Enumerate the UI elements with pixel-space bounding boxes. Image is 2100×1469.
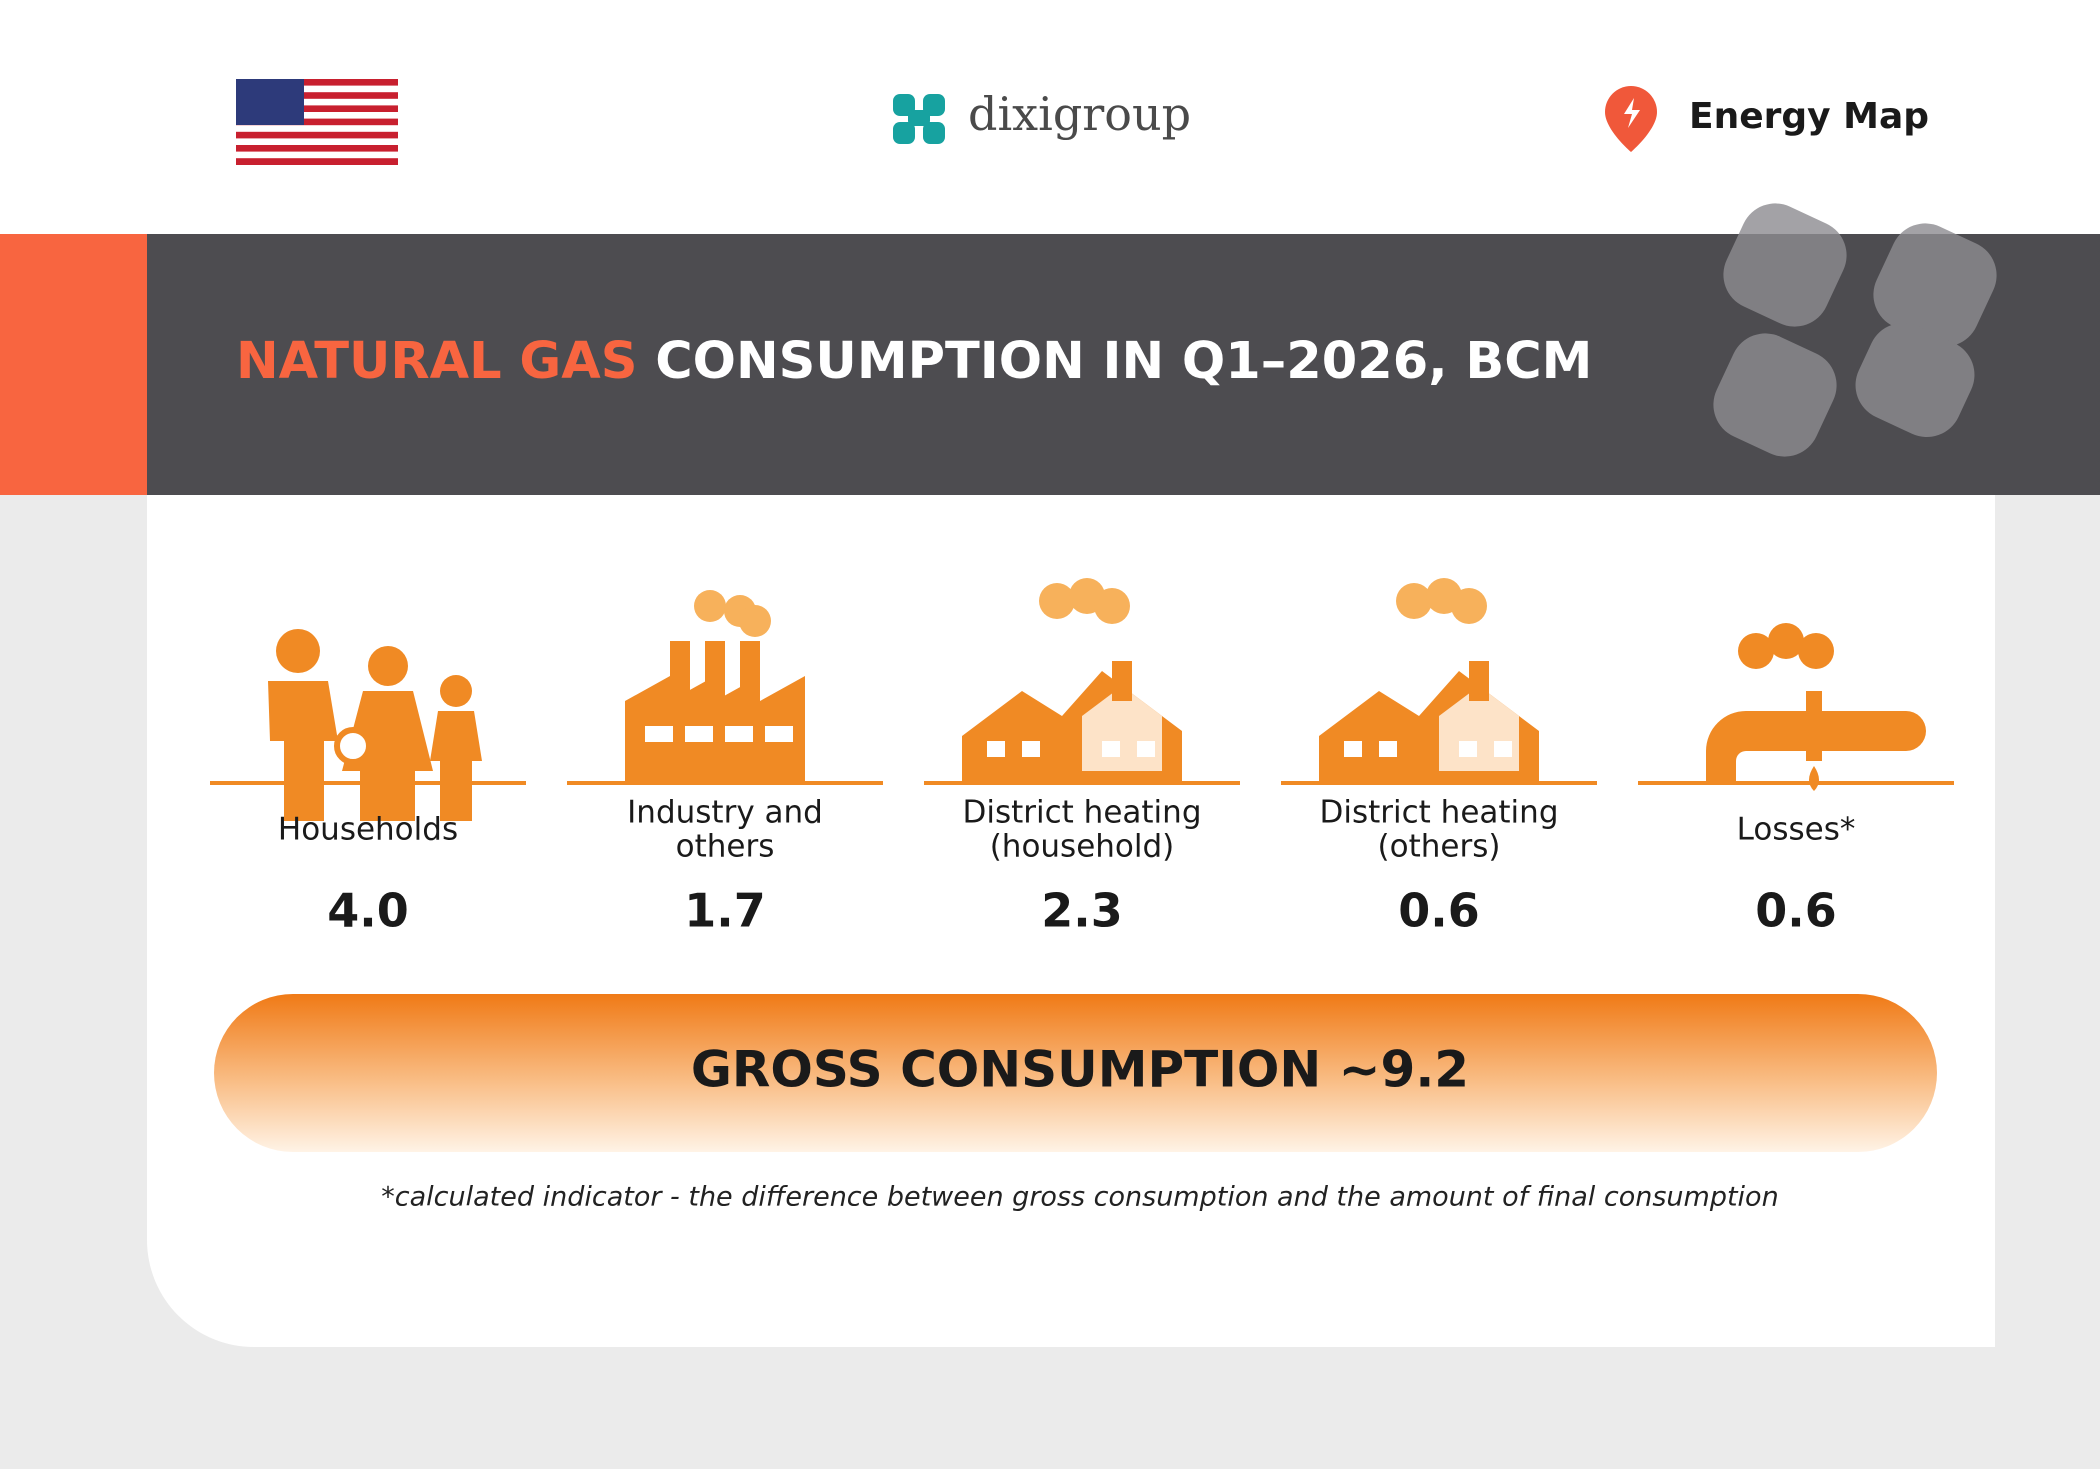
icon-part: [368, 646, 408, 686]
category-label: others: [676, 829, 775, 865]
category-label: Losses*: [1737, 812, 1856, 848]
icon-part: [1137, 741, 1155, 757]
icon-part: [1738, 633, 1774, 669]
icon-part: [1494, 741, 1512, 757]
icon-part: [1022, 741, 1040, 757]
title-rest: CONSUMPTION IN Q1–2026, BCM: [655, 332, 1592, 391]
icon-part: [1768, 623, 1804, 659]
footnote: *calculated indicator - the difference b…: [381, 1182, 1778, 1213]
icon-part: [765, 726, 793, 742]
icon-part: [1469, 661, 1489, 701]
icon-part: [987, 741, 1005, 757]
category-label: Industry and: [627, 795, 823, 831]
total-pill: [214, 994, 1937, 1152]
icon-part: [342, 691, 433, 821]
category-value: 0.6: [1398, 884, 1480, 938]
icon: [268, 629, 482, 821]
icon-part: [1451, 588, 1487, 624]
category-value: 2.3: [1041, 884, 1123, 938]
category-label: District heating: [1319, 795, 1558, 831]
title: NATURAL GAS CONSUMPTION IN Q1–2026, BCM: [236, 332, 1592, 391]
icon-part: [1094, 588, 1130, 624]
icon-part: [1806, 691, 1822, 761]
icon-part: [1344, 741, 1362, 757]
accent-block: [0, 234, 147, 495]
icon-part: [705, 641, 725, 701]
icon-part: [645, 726, 673, 742]
category-label: District heating: [962, 795, 1201, 831]
icon: [962, 578, 1182, 781]
icon-part: [334, 727, 372, 765]
total: GROSS CONSUMPTION ~9.2: [691, 1041, 1469, 1099]
icon-part: [276, 629, 320, 673]
icon-part: [1459, 741, 1477, 757]
icon-part: [440, 675, 472, 707]
icon-part: [268, 681, 338, 821]
icon-part: [1396, 583, 1432, 619]
icon: [625, 590, 805, 781]
product-name: Energy Map: [1689, 96, 1929, 137]
icon: [1706, 623, 1926, 791]
category-label: (others): [1378, 829, 1501, 865]
bolt: [1624, 98, 1640, 128]
category-value: 1.7: [684, 884, 766, 938]
icon-part: [1039, 583, 1075, 619]
title-highlight: NATURAL GAS: [236, 332, 637, 391]
icon-part: [625, 676, 805, 781]
category-label: (household): [990, 829, 1175, 865]
icon: [1319, 578, 1539, 781]
icon-part: [1102, 741, 1120, 757]
icon-part: [1112, 661, 1132, 701]
icon-part: [725, 726, 753, 742]
icon-part: [694, 590, 726, 622]
category-value: 0.6: [1755, 884, 1837, 938]
icon-part: [1798, 633, 1834, 669]
category-value: 4.0: [327, 884, 409, 938]
icon-part: [739, 605, 771, 637]
icon-part: [1379, 741, 1397, 757]
icon-part: [670, 641, 690, 701]
watermark: [1713, 203, 1997, 457]
us-flag: [236, 79, 398, 165]
icon-part: [685, 726, 713, 742]
category-label: Households: [278, 812, 458, 848]
brand-name: dixigroup: [968, 87, 1191, 141]
icon-part: [740, 641, 760, 701]
brand-logo: [893, 94, 945, 144]
icon-part: [430, 711, 482, 821]
